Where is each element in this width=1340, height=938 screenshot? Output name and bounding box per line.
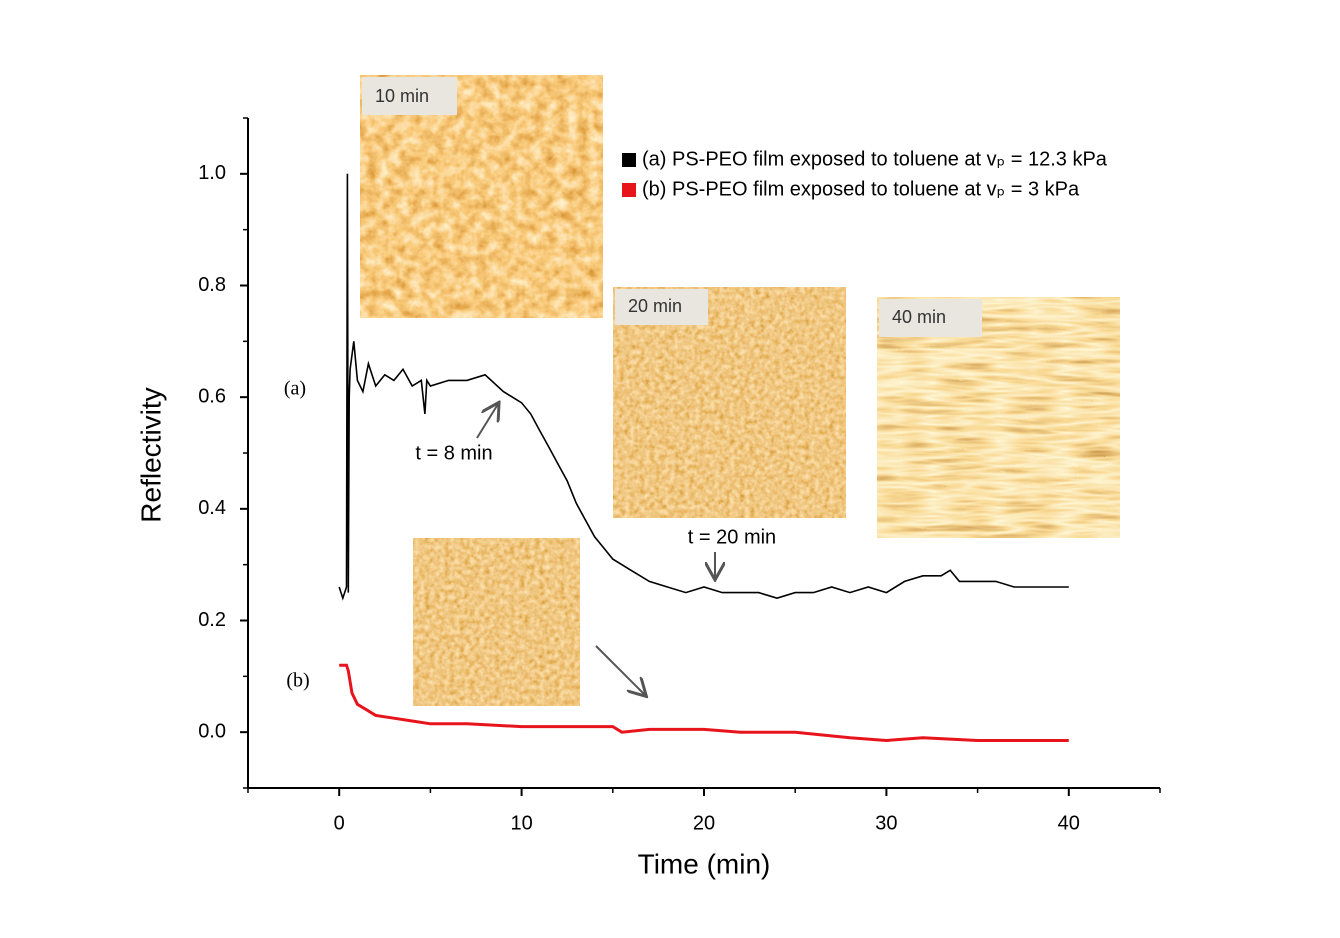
y-tick-label: 0.0 (198, 720, 226, 742)
arrow (595, 645, 645, 695)
annotation: t = 20 min (688, 526, 776, 548)
legend-label: (a) PS-PEO film exposed to toluene at vₚ… (642, 148, 1108, 170)
series-line (339, 663, 1069, 743)
insets (360, 75, 1120, 706)
series-line (338, 173, 1069, 601)
afm-image (613, 287, 846, 518)
y-tick-label: 0.8 (198, 274, 226, 296)
annotation: (a) (284, 378, 306, 400)
y-axis-title: Reflectivity (135, 387, 166, 522)
legend-swatch (622, 153, 636, 167)
inset-label-box (362, 77, 457, 115)
annotation: t = 8 min (415, 442, 492, 464)
legend-swatch (622, 183, 636, 197)
x-tick-label: 10 (510, 812, 532, 834)
x-tick-label: 0 (334, 812, 345, 834)
x-tick-label: 30 (875, 812, 897, 834)
annotation: (b) (286, 670, 309, 692)
legend-label: (b) PS-PEO film exposed to toluene at vₚ… (642, 178, 1080, 200)
y-tick-label: 1.0 (198, 162, 226, 184)
x-tick-label: 20 (693, 812, 715, 834)
afm-image (413, 538, 580, 706)
y-tick-label: 0.6 (198, 385, 226, 407)
y-tick-label: 0.2 (198, 609, 226, 631)
arrows (476, 404, 715, 695)
x-axis-title: Time (min) (638, 848, 771, 879)
inset-label: 10 min (375, 86, 429, 106)
afm-image (877, 297, 1120, 538)
arrow (476, 404, 498, 439)
x-tick-label: 40 (1058, 812, 1080, 834)
afm-image (360, 75, 603, 318)
inset-label-box (879, 299, 982, 337)
inset-label: 20 min (628, 296, 682, 316)
inset-label: 40 min (892, 307, 946, 327)
inset-label-box (615, 289, 708, 325)
y-tick-label: 0.4 (198, 497, 226, 519)
